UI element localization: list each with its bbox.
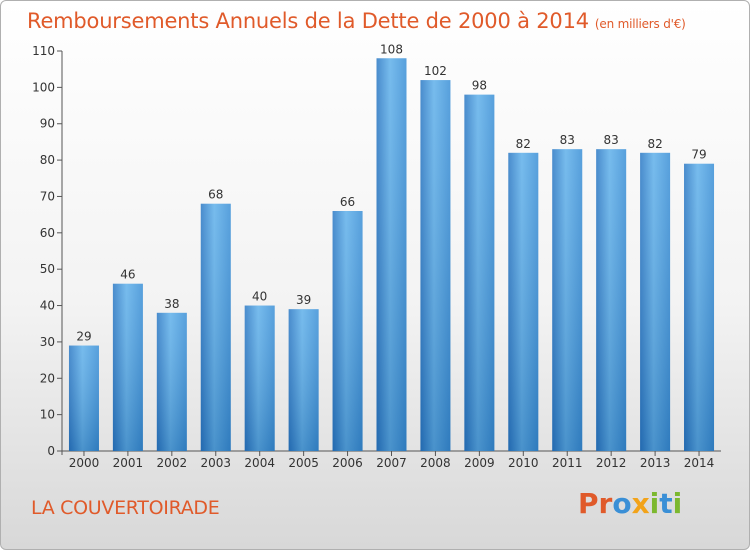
bar-value-label: 39 bbox=[296, 293, 311, 307]
y-tick-label: 10 bbox=[40, 408, 55, 422]
bar-shade bbox=[332, 211, 363, 451]
y-tick-label: 60 bbox=[40, 226, 55, 240]
chart-unit: (en milliers d'€) bbox=[594, 17, 686, 31]
axes: 0 10 20 30 40 50 60 70 80 90 100 110 2000 2001 2002 200… bbox=[32, 44, 721, 470]
bar-value-label: 68 bbox=[208, 188, 223, 202]
logo-letter: x bbox=[631, 487, 650, 520]
y-tick-label: 70 bbox=[40, 189, 55, 203]
location-name: LA COUVERTOIRADE bbox=[31, 497, 220, 519]
bar-value-label: 46 bbox=[120, 268, 135, 282]
x-tick-label: 2013 bbox=[640, 456, 671, 470]
bar-shade bbox=[420, 80, 451, 451]
x-tick-label: 2006 bbox=[332, 456, 363, 470]
y-tick-label: 20 bbox=[40, 371, 55, 385]
x-tick-label: 2009 bbox=[464, 456, 495, 470]
bar-shade bbox=[464, 94, 495, 452]
y-tick-label: 0 bbox=[47, 444, 55, 458]
logo-letter: i bbox=[649, 487, 660, 520]
x-tick-label: 2008 bbox=[420, 456, 451, 470]
logo-letter: i bbox=[672, 487, 683, 520]
x-tick-label: 2003 bbox=[200, 456, 231, 470]
bar-value-label: 83 bbox=[604, 133, 619, 147]
bar-shade bbox=[68, 345, 99, 451]
y-tick-label: 50 bbox=[40, 262, 55, 276]
x-tick-label: 2005 bbox=[288, 456, 319, 470]
bar-value-label: 108 bbox=[380, 42, 403, 56]
bar-value-label: 82 bbox=[647, 137, 662, 151]
bar-value-label: 82 bbox=[516, 137, 531, 151]
bar-shade bbox=[288, 309, 319, 451]
bar-shade bbox=[200, 203, 231, 451]
x-tick-label: 2002 bbox=[157, 456, 188, 470]
bar-value-label: 79 bbox=[691, 148, 706, 162]
bars bbox=[68, 58, 715, 452]
y-tick-label: 80 bbox=[40, 153, 55, 167]
bar-value-label: 38 bbox=[164, 297, 179, 311]
chart-title: Remboursements Annuels de la Dette de 20… bbox=[27, 9, 686, 33]
logo-letter: P bbox=[578, 487, 599, 520]
x-tick-label: 2001 bbox=[113, 456, 144, 470]
y-tick-label: 90 bbox=[40, 117, 55, 131]
bar-shade bbox=[552, 149, 583, 451]
bar-shade bbox=[508, 152, 539, 451]
bar-shade bbox=[596, 149, 627, 451]
y-tick-label: 40 bbox=[40, 299, 55, 313]
y-tick-label: 100 bbox=[32, 80, 55, 94]
x-tick-label: 2004 bbox=[244, 456, 275, 470]
x-tick-label: 2007 bbox=[376, 456, 407, 470]
y-tick-label: 110 bbox=[32, 44, 55, 58]
x-tick-label: 2000 bbox=[69, 456, 100, 470]
logo-letter: o bbox=[612, 487, 632, 520]
x-tick-label: 2011 bbox=[552, 456, 583, 470]
bar-value-label: 66 bbox=[340, 195, 355, 209]
bar-shade bbox=[112, 283, 143, 451]
bar-shade bbox=[376, 58, 407, 451]
logo-letter: t bbox=[659, 487, 673, 520]
bar-value-label: 102 bbox=[424, 64, 447, 78]
value-labels: 29 46 38 68 40 39 66 108 102 98 82 83 83 82 79 bbox=[76, 42, 706, 343]
bar-shade bbox=[640, 152, 671, 451]
bar-value-label: 98 bbox=[472, 79, 487, 93]
logo-letter: r bbox=[598, 487, 613, 520]
bar-value-label: 29 bbox=[76, 330, 91, 344]
chart-title-text: Remboursements Annuels de la Dette de 20… bbox=[27, 9, 589, 33]
bar-value-label: 83 bbox=[560, 133, 575, 147]
x-tick-label: 2014 bbox=[684, 456, 715, 470]
x-tick-label: 2012 bbox=[596, 456, 627, 470]
y-tick-label: 30 bbox=[40, 335, 55, 349]
bar-shade bbox=[244, 305, 275, 451]
bar-shade bbox=[156, 312, 187, 451]
x-tick-label: 2010 bbox=[508, 456, 539, 470]
bar-value-label: 40 bbox=[252, 290, 267, 304]
bar-shade bbox=[684, 163, 715, 451]
proxiti-logo: Proxiti bbox=[578, 487, 682, 520]
